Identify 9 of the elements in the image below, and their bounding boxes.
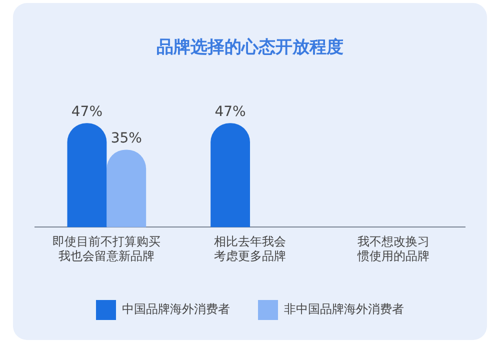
x-tick-label: 我不想改换习惯使用的品牌 bbox=[356, 234, 430, 263]
chart-title: 品牌选择的心态开放程度 bbox=[156, 38, 344, 58]
x-tick-label: 相比去年我会考虑更多品牌 bbox=[214, 234, 286, 263]
x-tick-label: 即使目前不打算购买我也会留意新品牌 bbox=[52, 234, 161, 263]
legend-label: 中国品牌海外消费者 bbox=[122, 302, 230, 316]
data-label: 35% bbox=[110, 130, 142, 146]
data-label: 47% bbox=[71, 104, 103, 120]
legend-label: 非中国品牌海外消费者 bbox=[284, 302, 404, 316]
data-label: 47% bbox=[214, 104, 246, 120]
